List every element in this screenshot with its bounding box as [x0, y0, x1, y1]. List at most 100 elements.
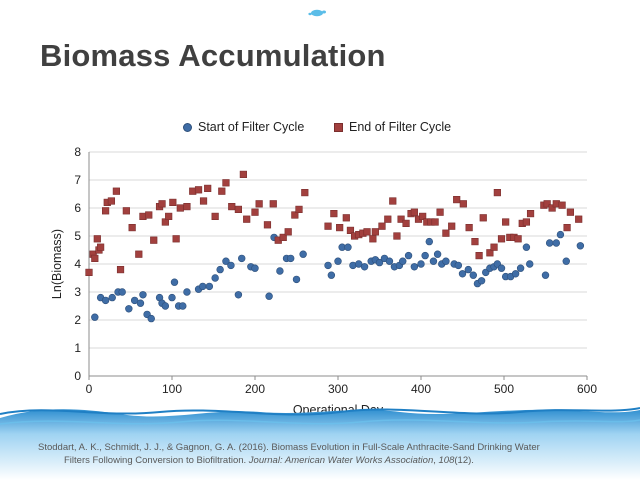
end-cycle-point: [243, 215, 251, 223]
start-cycle-point: [360, 263, 369, 271]
start-cycle-point: [324, 261, 332, 270]
start-cycle-point: [211, 274, 219, 282]
x-tick-label: 0: [86, 382, 93, 396]
end-cycle-point: [410, 208, 418, 216]
legend-square-marker: [334, 122, 343, 132]
end-cycle-point: [183, 203, 191, 211]
start-cycle-point: [334, 257, 342, 265]
end-cycle-point: [475, 252, 483, 260]
citation-issue: (12).: [454, 455, 474, 466]
end-cycle-point: [255, 200, 263, 208]
start-cycle-point: [522, 243, 531, 251]
start-cycle-point: [183, 288, 191, 296]
citation-sep: ,: [433, 455, 436, 466]
chart-marks: [85, 170, 585, 323]
start-cycle-point: [251, 264, 259, 272]
end-cycle-point: [459, 200, 467, 208]
legend-label-end: End of Filter Cycle: [349, 120, 452, 134]
start-cycle-point: [168, 293, 176, 302]
start-cycle-point: [454, 261, 463, 270]
end-cycle-point: [222, 179, 230, 187]
legend-label-start: Start of Filter Cycle: [198, 120, 305, 134]
x-tick-label: 100: [162, 382, 182, 396]
y-tick-label: 8: [74, 145, 81, 159]
start-cycle-point: [541, 271, 550, 279]
y-tick-label: 5: [74, 229, 81, 243]
end-cycle-point: [384, 215, 392, 223]
start-cycle-point: [327, 271, 336, 279]
end-cycle-point: [194, 186, 203, 194]
chart-tick-labels: 0 1 2 3 4 5 6 7 8 0 100 200 300 400 500 600: [74, 145, 597, 396]
end-cycle-point: [279, 233, 287, 242]
end-cycle-point: [269, 200, 277, 208]
end-cycle-point: [526, 210, 535, 218]
start-cycle-point: [516, 264, 525, 272]
start-cycle-point: [545, 239, 554, 247]
end-cycle-point: [486, 249, 494, 257]
y-tick-label: 3: [74, 285, 81, 299]
start-cycle-point: [429, 257, 438, 265]
start-cycle-point: [552, 239, 560, 247]
end-cycle-point: [436, 208, 444, 216]
citation-journal: Journal: American Water Works Associatio…: [248, 455, 434, 466]
end-cycle-point: [107, 197, 116, 205]
end-cycle-point: [150, 236, 158, 244]
start-cycle-point: [136, 299, 145, 307]
end-cycle-point: [116, 265, 125, 274]
start-cycle-point: [286, 254, 295, 263]
end-cycle-point: [284, 228, 292, 236]
end-cycle-point: [543, 200, 551, 208]
end-cycle-point: [558, 201, 566, 209]
end-cycle-point: [295, 205, 303, 214]
end-cycle-point: [324, 222, 332, 230]
start-cycle-point: [179, 302, 187, 310]
start-cycle-point: [458, 270, 467, 278]
start-cycle-point: [205, 282, 214, 291]
end-cycle-point: [330, 210, 338, 218]
end-cycle-point: [199, 197, 208, 205]
end-cycle-point: [497, 235, 506, 243]
end-cycle-point: [393, 232, 401, 240]
start-cycle-point: [101, 296, 110, 305]
end-cycle-point: [204, 184, 212, 193]
end-cycle-point: [342, 214, 350, 222]
start-cycle-point: [425, 237, 433, 246]
end-cycle-point: [369, 235, 377, 243]
start-cycle-point: [399, 257, 407, 265]
chart-legend: Start of Filter Cycle End of Filter Cycl…: [0, 120, 640, 136]
end-cycle-point: [378, 222, 386, 230]
end-cycle-point: [493, 189, 501, 197]
legend-circle-marker: [183, 122, 192, 132]
legend-item-end: End of Filter Cycle: [334, 120, 451, 134]
end-cycle-point: [97, 243, 105, 251]
end-cycle-point: [448, 222, 456, 230]
start-cycle-point: [375, 258, 384, 267]
x-tick-label: 600: [577, 382, 597, 396]
citation-title-end: Filters Following Conversion to Biofiltr…: [64, 455, 247, 466]
start-cycle-point: [433, 250, 442, 258]
end-cycle-point: [336, 224, 344, 232]
end-cycle-point: [490, 243, 498, 251]
end-cycle-point: [301, 189, 309, 197]
citation-line-1: Stoddart, A. K., Schmidt, J. J., & Gagno…: [38, 442, 540, 453]
start-cycle-point: [234, 291, 243, 299]
y-axis-label: Ln(Biomass): [50, 229, 64, 299]
start-cycle-point: [161, 302, 170, 310]
start-cycle-point: [469, 271, 477, 279]
start-cycle-point: [477, 277, 486, 285]
start-cycle-point: [265, 292, 273, 300]
y-tick-label: 1: [74, 341, 81, 355]
start-cycle-point: [404, 251, 413, 260]
end-cycle-point: [397, 215, 405, 223]
start-cycle-point: [417, 260, 425, 268]
y-tick-label: 0: [74, 369, 81, 383]
end-cycle-point: [522, 218, 531, 226]
start-cycle-point: [199, 282, 207, 291]
start-cycle-point: [385, 257, 394, 265]
end-cycle-point: [102, 207, 110, 215]
end-cycle-point: [566, 208, 574, 216]
end-cycle-point: [502, 218, 510, 226]
end-cycle-point: [346, 226, 355, 235]
end-cycle-point: [165, 212, 173, 221]
start-cycle-point: [442, 257, 450, 265]
